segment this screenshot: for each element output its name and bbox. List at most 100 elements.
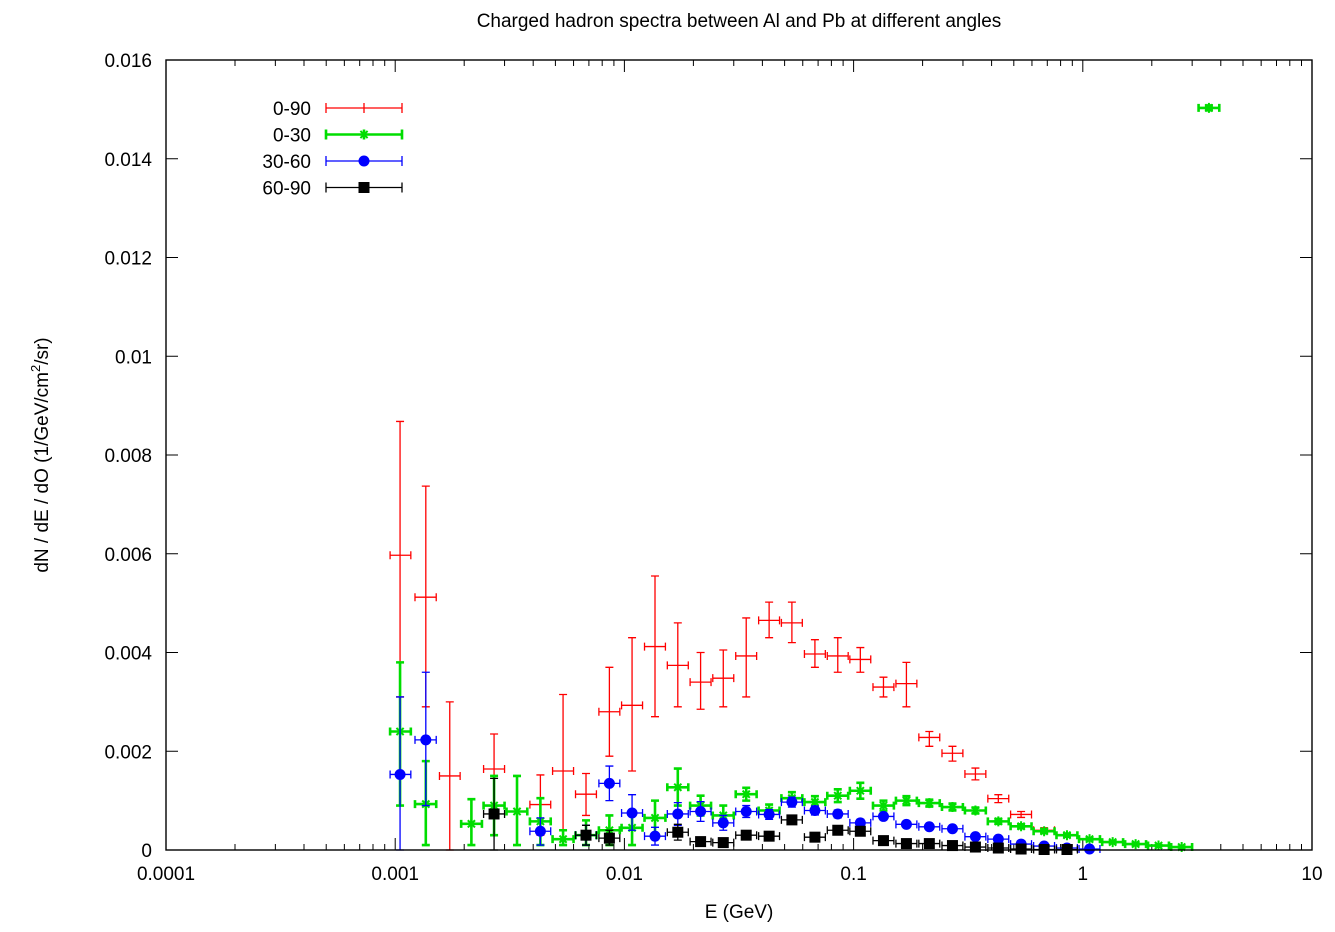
point-marker	[993, 816, 1004, 827]
data-point	[712, 837, 735, 849]
point-marker	[672, 826, 684, 838]
point-marker	[672, 782, 683, 793]
data-point	[872, 835, 895, 847]
point-marker	[1203, 102, 1214, 113]
point-marker	[900, 818, 912, 830]
point-marker	[901, 795, 912, 806]
chart-title: Charged hadron spectra between Al and Pb…	[477, 11, 1002, 32]
data-point	[1197, 102, 1221, 113]
data-point	[895, 838, 918, 850]
point-marker	[763, 830, 775, 842]
data-point	[666, 801, 689, 826]
error-bar	[620, 637, 644, 772]
point-marker	[946, 823, 958, 835]
legend-label: 0-90	[273, 99, 311, 120]
error-bar	[551, 693, 575, 846]
data-point	[780, 796, 803, 808]
data-point	[826, 824, 849, 836]
data-point	[1077, 834, 1102, 845]
point-marker	[854, 817, 866, 829]
data-point	[643, 799, 667, 837]
x-tick-label: 1	[1078, 864, 1089, 885]
data-point	[1009, 821, 1033, 832]
data-point	[666, 622, 689, 708]
point-marker	[832, 824, 844, 836]
point-marker	[534, 825, 546, 837]
data-point	[941, 745, 964, 762]
data-point	[574, 824, 598, 846]
legend-label: 0-30	[273, 126, 311, 147]
data-point	[849, 825, 872, 837]
data-point	[1032, 826, 1056, 837]
data-point	[1009, 843, 1033, 855]
point-marker	[1153, 840, 1164, 851]
data-point	[643, 575, 667, 718]
data-point	[803, 831, 826, 843]
data-point	[438, 701, 461, 851]
error-bar	[1009, 810, 1033, 819]
data-point	[551, 828, 575, 847]
y-tick-label: 0.012	[104, 249, 152, 270]
data-point	[803, 805, 826, 816]
data-point	[780, 601, 803, 644]
data-series	[388, 102, 1221, 856]
point-marker	[924, 798, 935, 809]
y-tick-label: 0.016	[104, 51, 152, 72]
data-point	[986, 816, 1011, 827]
data-point	[414, 485, 437, 708]
data-point	[735, 829, 758, 841]
data-point	[918, 730, 941, 747]
point-marker	[488, 808, 500, 820]
data-point	[895, 818, 918, 830]
x-tick-label: 10	[1301, 864, 1322, 885]
y-tick-label: 0.01	[115, 347, 152, 368]
legend-entry-30-60: 30-60	[262, 152, 403, 173]
point-marker	[1015, 843, 1027, 855]
point-marker	[359, 129, 369, 140]
point-marker	[900, 838, 912, 850]
point-marker	[558, 834, 569, 845]
error-bar	[414, 485, 437, 708]
error-bar	[849, 646, 872, 673]
legend-entry-0-30: 0-30	[273, 126, 404, 147]
point-marker	[786, 814, 798, 826]
point-marker	[649, 830, 661, 842]
data-point	[803, 639, 826, 668]
data-point	[735, 617, 758, 698]
data-point	[598, 765, 621, 802]
point-marker	[878, 800, 889, 811]
point-marker	[832, 790, 843, 801]
point-marker	[1084, 843, 1096, 855]
data-point	[643, 826, 667, 846]
plot-frame	[165, 59, 1313, 851]
point-marker	[358, 155, 370, 167]
error-bar	[987, 794, 1010, 804]
data-point	[894, 794, 919, 807]
data-point	[849, 817, 872, 829]
data-point	[689, 836, 712, 848]
point-marker	[1130, 839, 1141, 850]
error-bar	[689, 651, 712, 710]
data-point	[1169, 842, 1194, 853]
data-point	[803, 794, 827, 810]
point-marker	[809, 797, 820, 808]
point-marker	[992, 842, 1004, 854]
series-60-90	[482, 777, 1079, 856]
point-marker	[741, 789, 752, 800]
y-axis-label: dN / dE / dO (1/GeV/cm2/sr)	[28, 337, 53, 572]
data-point	[712, 814, 735, 831]
legend-swatch	[325, 103, 403, 113]
legend-entry-60-90: 60-90	[262, 179, 403, 200]
error-bar	[643, 575, 667, 718]
legend: 0-90 0-30 30-60 60-90	[262, 99, 404, 200]
data-point	[871, 799, 896, 812]
data-point	[598, 829, 621, 846]
point-marker	[394, 768, 406, 780]
point-marker	[969, 841, 981, 853]
point-marker	[786, 796, 798, 808]
error-bar	[735, 617, 758, 698]
point-marker	[1039, 826, 1050, 837]
axis-ticks	[165, 59, 1313, 851]
data-point	[505, 774, 529, 847]
